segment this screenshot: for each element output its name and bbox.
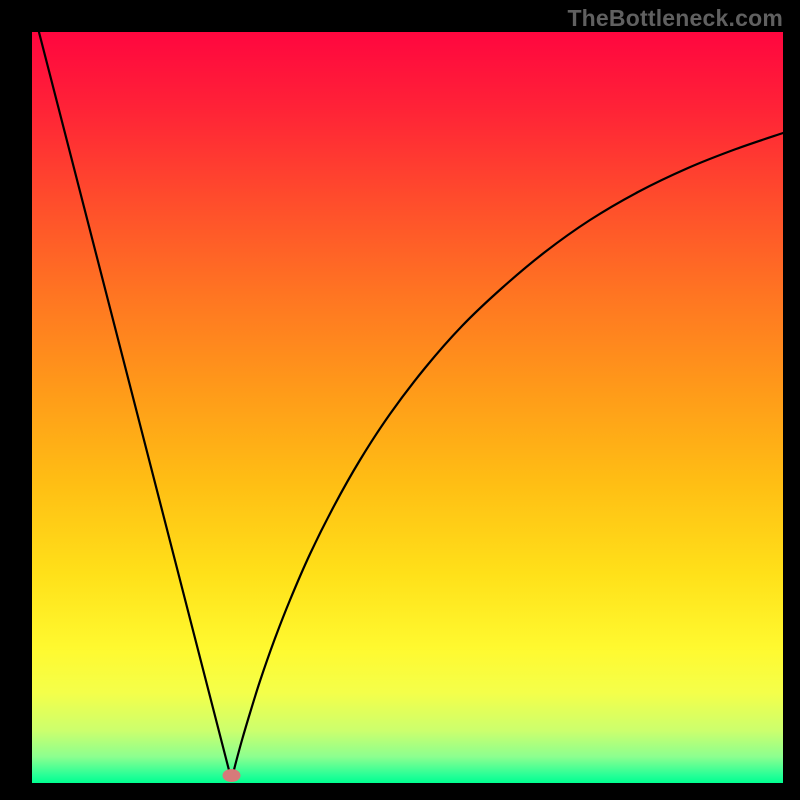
minimum-marker bbox=[223, 769, 241, 782]
watermark-text: TheBottleneck.com bbox=[567, 5, 783, 32]
curve-layer bbox=[0, 0, 800, 800]
bottleneck-curve-right bbox=[232, 133, 783, 778]
chart-container: TheBottleneck.com bbox=[0, 0, 800, 800]
bottleneck-curve-left bbox=[32, 5, 231, 778]
